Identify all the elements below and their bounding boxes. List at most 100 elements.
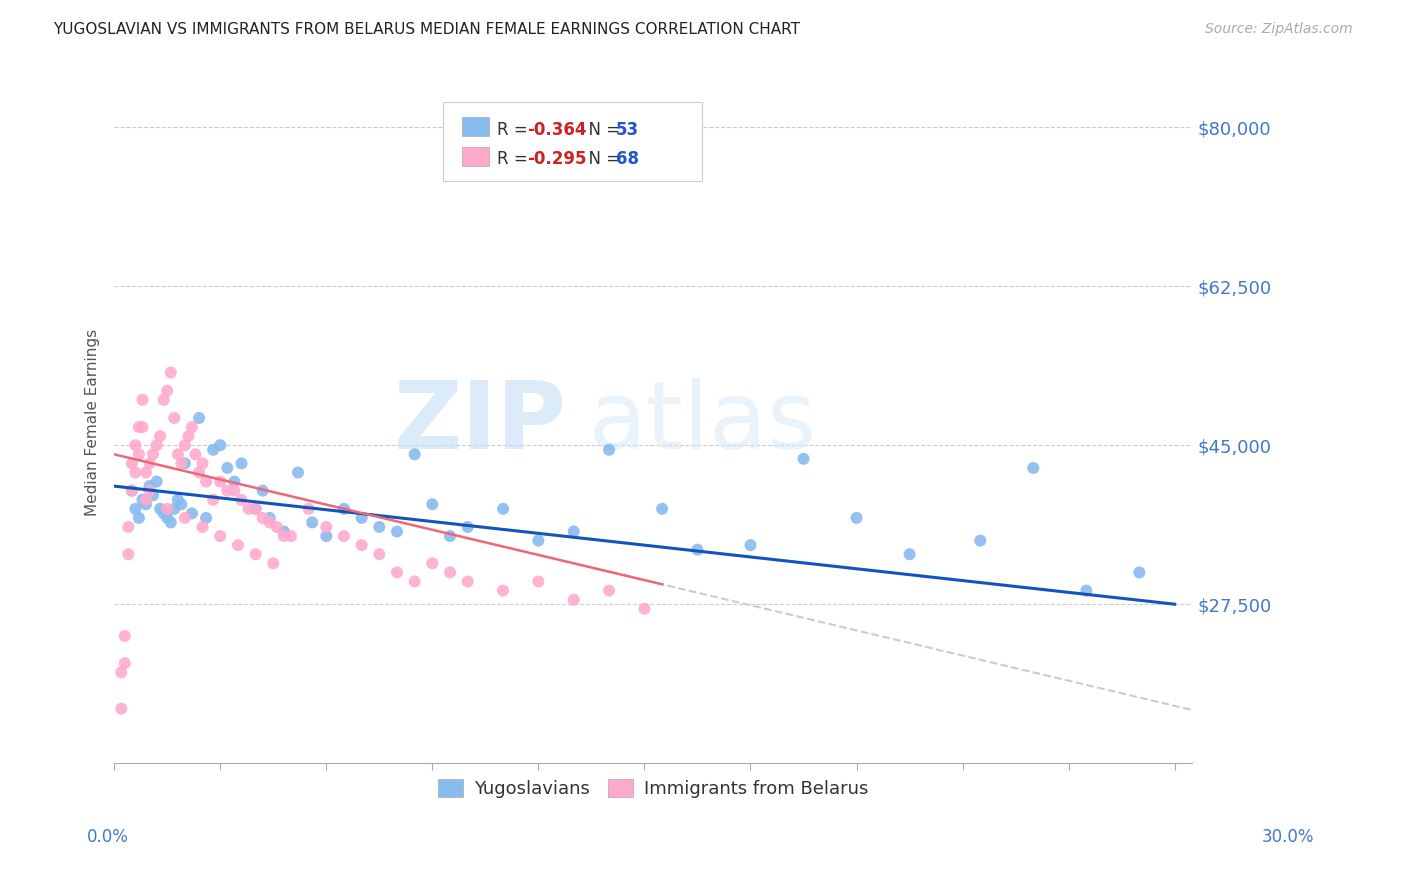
Point bbox=[174, 438, 197, 452]
Point bbox=[245, 501, 267, 516]
Point bbox=[1076, 583, 1098, 598]
Point bbox=[110, 665, 132, 680]
Point bbox=[135, 492, 157, 507]
Point bbox=[181, 507, 204, 521]
Point bbox=[121, 483, 143, 498]
Point bbox=[138, 483, 160, 498]
Point bbox=[209, 438, 232, 452]
Point bbox=[128, 447, 150, 461]
Point bbox=[163, 501, 186, 516]
Point bbox=[145, 475, 167, 489]
Point bbox=[368, 520, 391, 534]
Point bbox=[188, 466, 211, 480]
Point bbox=[280, 529, 302, 543]
Text: R =: R = bbox=[496, 120, 533, 138]
Point bbox=[159, 366, 181, 380]
Point bbox=[174, 457, 197, 471]
Point bbox=[273, 529, 295, 543]
FancyBboxPatch shape bbox=[463, 118, 489, 136]
Point bbox=[195, 475, 218, 489]
Point bbox=[142, 447, 165, 461]
Point bbox=[188, 411, 211, 425]
Legend: Yugoslavians, Immigrants from Belarus: Yugoslavians, Immigrants from Belarus bbox=[430, 772, 876, 805]
Point bbox=[114, 629, 136, 643]
Point bbox=[598, 442, 620, 457]
Point bbox=[457, 520, 479, 534]
Text: -0.295: -0.295 bbox=[527, 150, 586, 168]
Point bbox=[138, 479, 160, 493]
Point bbox=[792, 451, 814, 466]
Point bbox=[245, 547, 267, 561]
Point bbox=[527, 574, 550, 589]
Point bbox=[439, 566, 461, 580]
Point bbox=[156, 384, 179, 398]
Point bbox=[633, 601, 655, 615]
Point bbox=[231, 457, 253, 471]
Point bbox=[110, 701, 132, 715]
Point bbox=[598, 583, 620, 598]
Point bbox=[259, 516, 281, 530]
Point bbox=[166, 492, 188, 507]
Point bbox=[166, 447, 188, 461]
Point bbox=[457, 574, 479, 589]
Point bbox=[163, 411, 186, 425]
Point bbox=[195, 511, 218, 525]
Point bbox=[174, 511, 197, 525]
Point bbox=[177, 429, 200, 443]
Point bbox=[273, 524, 295, 539]
Point bbox=[170, 497, 193, 511]
Point bbox=[245, 501, 267, 516]
Text: atlas: atlas bbox=[589, 376, 817, 468]
Point bbox=[385, 524, 408, 539]
Point bbox=[686, 542, 709, 557]
Text: N =: N = bbox=[578, 120, 626, 138]
Point bbox=[149, 501, 172, 516]
Point bbox=[238, 501, 260, 516]
Point bbox=[156, 501, 179, 516]
Point bbox=[252, 483, 274, 498]
Point bbox=[898, 547, 921, 561]
Point bbox=[385, 566, 408, 580]
Point bbox=[224, 475, 246, 489]
Point bbox=[845, 511, 868, 525]
Point bbox=[301, 516, 323, 530]
Point bbox=[124, 438, 146, 452]
Point bbox=[404, 447, 426, 461]
Point bbox=[492, 501, 515, 516]
Point bbox=[562, 592, 585, 607]
Text: 53: 53 bbox=[616, 120, 638, 138]
Point bbox=[297, 501, 319, 516]
Point bbox=[131, 492, 153, 507]
FancyBboxPatch shape bbox=[463, 146, 489, 166]
FancyBboxPatch shape bbox=[443, 103, 702, 181]
Point bbox=[492, 583, 515, 598]
Point bbox=[121, 483, 143, 498]
Point bbox=[231, 492, 253, 507]
Point bbox=[156, 511, 179, 525]
Point bbox=[181, 420, 204, 434]
Point bbox=[439, 529, 461, 543]
Point bbox=[145, 438, 167, 452]
Point bbox=[315, 529, 337, 543]
Point bbox=[142, 488, 165, 502]
Point bbox=[315, 520, 337, 534]
Point bbox=[287, 466, 309, 480]
Point bbox=[149, 429, 172, 443]
Point bbox=[420, 497, 443, 511]
Point bbox=[159, 516, 181, 530]
Point bbox=[124, 466, 146, 480]
Y-axis label: Median Female Earnings: Median Female Earnings bbox=[86, 329, 100, 516]
Point bbox=[135, 466, 157, 480]
Point bbox=[114, 657, 136, 671]
Point bbox=[121, 457, 143, 471]
Text: Source: ZipAtlas.com: Source: ZipAtlas.com bbox=[1205, 22, 1353, 37]
Point bbox=[124, 501, 146, 516]
Point bbox=[191, 520, 214, 534]
Point bbox=[170, 457, 193, 471]
Point bbox=[350, 511, 373, 525]
Point bbox=[191, 457, 214, 471]
Point bbox=[969, 533, 991, 548]
Point bbox=[135, 497, 157, 511]
Point bbox=[368, 547, 391, 561]
Point bbox=[420, 557, 443, 571]
